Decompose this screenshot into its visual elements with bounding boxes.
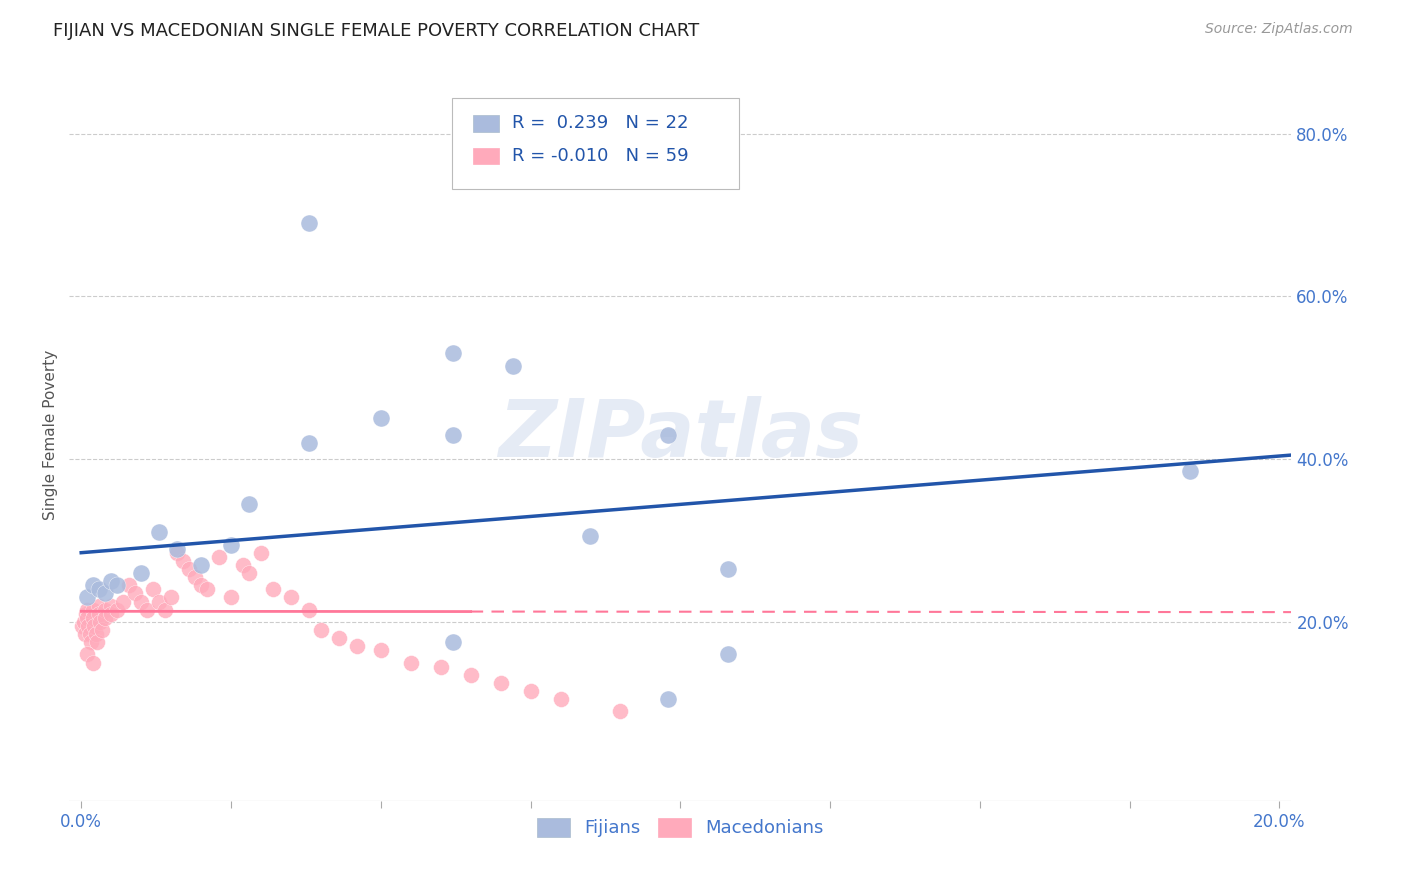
Point [72, 619, 94, 633]
Point [90, 623, 112, 637]
Point [118, 578, 141, 592]
FancyBboxPatch shape [472, 148, 499, 164]
Point [124, 586, 146, 600]
Point [76, 611, 98, 625]
Point [519, 684, 541, 698]
Y-axis label: Single Female Poverty: Single Female Poverty [44, 350, 58, 520]
Text: FIJIAN VS MACEDONIAN SINGLE FEMALE POVERTY CORRELATION CHART: FIJIAN VS MACEDONIAN SINGLE FEMALE POVER… [53, 22, 700, 40]
Point [136, 602, 159, 616]
Point [550, 692, 572, 706]
Point [100, 599, 122, 613]
Point [75, 607, 97, 621]
Point [84, 627, 107, 641]
Point [502, 359, 524, 373]
Point [129, 566, 152, 580]
Point [177, 562, 200, 576]
Point [232, 558, 254, 572]
Point [238, 566, 260, 580]
Point [717, 648, 740, 662]
Point [160, 591, 183, 605]
Point [219, 591, 242, 605]
Point [166, 546, 188, 560]
Point [298, 216, 321, 230]
Point [82, 578, 104, 592]
Point [89, 615, 111, 629]
Point [76, 648, 98, 662]
Point [717, 562, 740, 576]
Point [190, 558, 212, 572]
Point [76, 602, 98, 616]
Point [82, 656, 104, 670]
Point [89, 582, 111, 597]
Point [429, 659, 451, 673]
Point [280, 591, 302, 605]
Point [609, 705, 631, 719]
Point [657, 692, 679, 706]
Point [83, 619, 105, 633]
Point [190, 578, 212, 592]
Point [94, 602, 117, 616]
Point [460, 667, 482, 681]
Point [1178, 464, 1201, 478]
Point [105, 602, 128, 616]
Point [208, 549, 231, 564]
Point [76, 591, 98, 605]
Point [489, 676, 512, 690]
Point [129, 594, 152, 608]
Point [79, 627, 101, 641]
Point [441, 427, 464, 442]
Point [250, 546, 273, 560]
Point [579, 529, 602, 543]
Point [89, 599, 111, 613]
Point [73, 627, 96, 641]
Text: Source: ZipAtlas.com: Source: ZipAtlas.com [1205, 22, 1353, 37]
Point [166, 541, 188, 556]
Point [219, 537, 242, 551]
Point [100, 574, 122, 589]
Point [441, 635, 464, 649]
Text: R = -0.010   N = 59: R = -0.010 N = 59 [512, 147, 689, 165]
Point [657, 427, 679, 442]
Point [184, 570, 207, 584]
Point [441, 346, 464, 360]
FancyBboxPatch shape [472, 115, 499, 131]
Point [370, 643, 392, 657]
Point [399, 656, 422, 670]
Text: R =  0.239   N = 22: R = 0.239 N = 22 [512, 114, 688, 132]
Point [309, 623, 332, 637]
Point [112, 594, 135, 608]
Text: ZIPatlas: ZIPatlas [498, 396, 863, 474]
Point [298, 435, 321, 450]
Point [89, 607, 111, 621]
Point [82, 611, 104, 625]
Point [72, 615, 94, 629]
FancyBboxPatch shape [451, 98, 740, 189]
Point [238, 497, 260, 511]
Point [328, 631, 350, 645]
Point [262, 582, 284, 597]
Point [195, 582, 218, 597]
Point [153, 602, 176, 616]
Point [100, 607, 122, 621]
Point [82, 602, 104, 616]
Point [148, 594, 170, 608]
Point [80, 635, 103, 649]
Point [172, 554, 194, 568]
Point [94, 611, 117, 625]
Point [142, 582, 165, 597]
Point [370, 411, 392, 425]
Point [105, 578, 128, 592]
Legend: Fijians, Macedonians: Fijians, Macedonians [530, 811, 831, 845]
Point [77, 619, 100, 633]
Point [86, 635, 108, 649]
Point [298, 602, 321, 616]
Point [94, 586, 117, 600]
Point [346, 640, 368, 654]
Point [148, 525, 170, 540]
